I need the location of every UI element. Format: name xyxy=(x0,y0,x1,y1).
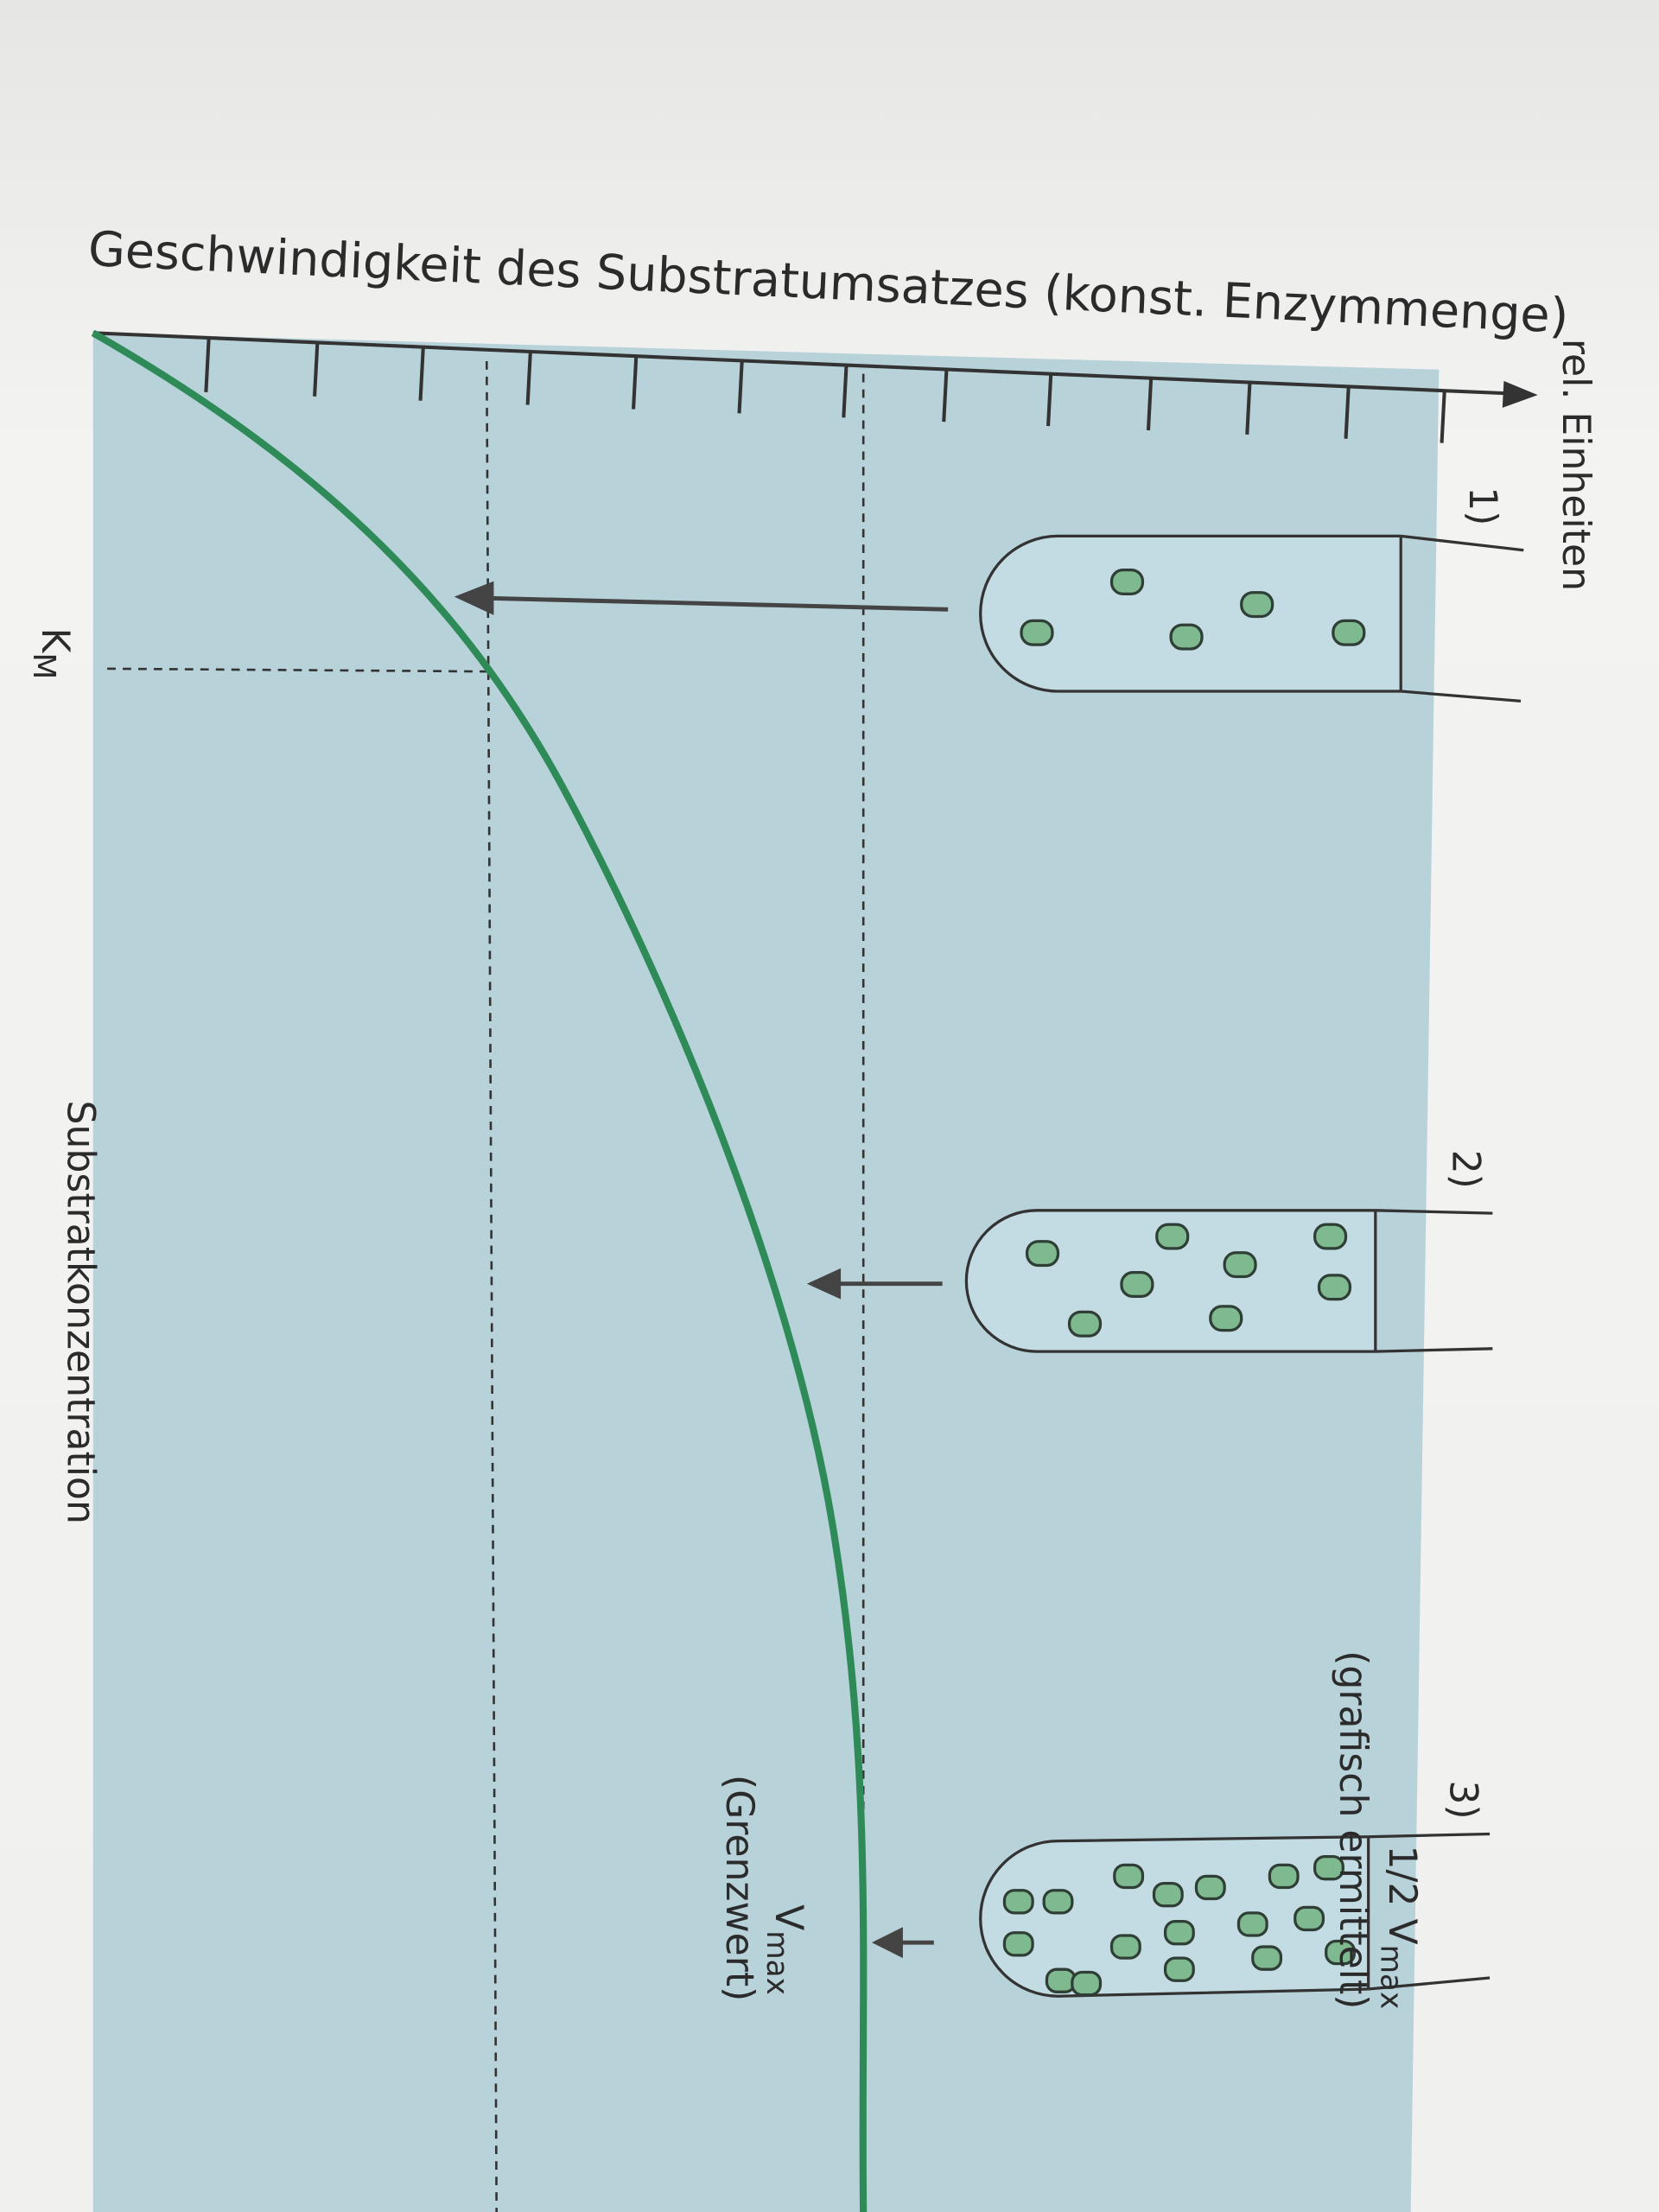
tube-label: 1) xyxy=(1460,486,1504,525)
km-subscript: M xyxy=(26,652,61,679)
y-axis-label: rel. Einheiten xyxy=(1554,339,1598,591)
km-label: KM xyxy=(26,628,77,680)
vmax-subscript: max xyxy=(760,1930,794,1995)
tube-label: 3) xyxy=(1440,1780,1484,1819)
guides xyxy=(107,360,865,2212)
half-vmax-subscript: max xyxy=(1373,1945,1408,2010)
vmax-note: (Grenzwert) xyxy=(717,1775,761,2001)
curve xyxy=(91,329,868,2212)
half-vmax-note: (grafisch ermittelt) xyxy=(1331,1650,1375,2009)
km-symbol: K xyxy=(33,628,77,654)
axis xyxy=(92,331,1513,443)
half-vmax-label: 1/2 Vmax xyxy=(1373,1846,1424,2010)
x-axis-label: Substratkonzentration xyxy=(58,1100,102,1523)
enzymes xyxy=(1002,568,1366,1997)
vmax-label: Vmax xyxy=(760,1904,810,1995)
arrows xyxy=(486,595,949,1945)
tube-label: 2) xyxy=(1444,1150,1488,1189)
arrow-heads xyxy=(454,581,903,1959)
vmax-symbol: V xyxy=(766,1904,810,1930)
half-vmax-symbol: 1/2 V xyxy=(1380,1846,1424,1945)
axis-arrow xyxy=(1502,380,1538,408)
